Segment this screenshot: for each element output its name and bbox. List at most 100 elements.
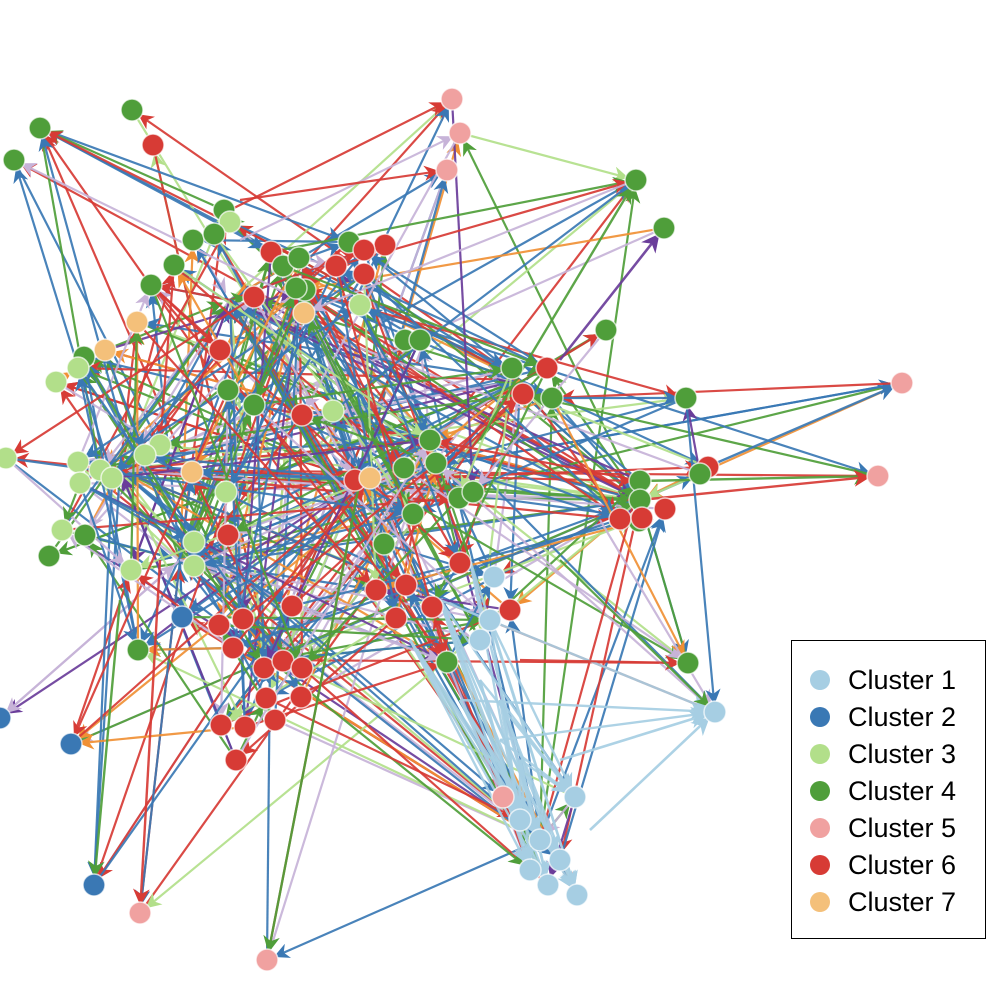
legend-item-cluster-6: Cluster 6 — [810, 850, 956, 880]
legend-dot-icon — [810, 707, 830, 727]
edge-arrow — [307, 319, 481, 641]
edge-arrow — [229, 273, 365, 486]
edge-arrow — [559, 381, 903, 405]
edge-arrow — [129, 329, 145, 651]
node-cluster-4 — [424, 451, 448, 475]
node-cluster-4 — [284, 276, 308, 300]
edge-arrow — [79, 308, 354, 484]
edge-arrow — [144, 462, 437, 647]
edges — [0, 98, 903, 961]
node-cluster-4 — [28, 116, 52, 140]
edge-arrow — [213, 233, 409, 508]
node-cluster-6 — [498, 598, 522, 622]
node-cluster-6 — [280, 594, 304, 618]
edge-arrow — [46, 131, 300, 259]
node-cluster-6 — [352, 238, 376, 262]
legend-dot-icon — [810, 892, 830, 912]
node-cluster-6 — [511, 382, 535, 406]
edge-arrow — [265, 697, 514, 818]
edge-arrow — [194, 478, 284, 662]
node-cluster-4 — [2, 148, 26, 172]
legend-item-cluster-1: Cluster 1 — [810, 665, 956, 695]
legend-dot-icon — [810, 670, 830, 690]
edge-arrow — [77, 367, 279, 655]
edge-arrow — [479, 679, 571, 792]
edge-arrow — [441, 467, 716, 713]
node-cluster-6 — [263, 708, 287, 732]
node-cluster-3 — [133, 443, 157, 467]
edge-arrow — [499, 739, 570, 793]
edge-arrow — [499, 706, 708, 742]
node-cluster-6 — [394, 573, 418, 597]
edge-arrow — [359, 105, 450, 291]
edge-arrow — [192, 295, 296, 567]
edge-arrow — [6, 479, 361, 714]
node-cluster-3 — [68, 471, 92, 495]
node-cluster-1 — [548, 848, 572, 872]
legend-label: Cluster 2 — [848, 701, 957, 732]
edge-arrow — [435, 461, 613, 520]
edge-arrow — [179, 558, 473, 642]
node-cluster-6 — [420, 595, 444, 619]
edge-arrow — [269, 185, 632, 661]
edge-arrow — [178, 247, 200, 561]
node-cluster-4 — [242, 393, 266, 417]
node-cluster-3 — [100, 466, 124, 490]
edge-arrow — [232, 483, 366, 649]
node-cluster-4 — [652, 216, 676, 240]
edge-arrow — [408, 639, 517, 814]
node-cluster-7 — [93, 338, 117, 362]
node-cluster-3 — [119, 558, 143, 582]
node-cluster-1 — [563, 785, 587, 809]
legend-label: Cluster 7 — [848, 886, 957, 917]
edge-arrow — [79, 482, 188, 539]
edge-arrow — [458, 699, 557, 854]
edge-arrow — [559, 559, 710, 707]
node-cluster-1 — [482, 565, 506, 589]
node-cluster-6 — [373, 233, 397, 257]
edge-arrow — [273, 838, 541, 958]
edge-arrow — [253, 404, 485, 615]
node-cluster-4 — [461, 480, 485, 504]
node-cluster-3 — [66, 450, 90, 474]
edge-arrow — [282, 264, 541, 367]
legend-label: Cluster 4 — [848, 775, 957, 806]
edge-arrow — [13, 167, 112, 471]
node-cluster-1 — [703, 700, 727, 724]
node-cluster-5 — [440, 87, 464, 111]
node-cluster-3 — [348, 293, 372, 317]
node-cluster-4 — [181, 228, 205, 252]
node-cluster-2 — [0, 706, 12, 730]
edge-arrow — [239, 135, 454, 241]
edge-arrow — [218, 623, 473, 647]
legend-item-cluster-4: Cluster 4 — [810, 776, 956, 806]
node-cluster-3 — [321, 399, 345, 423]
node-cluster-6 — [324, 254, 348, 278]
edge-arrow — [459, 698, 708, 720]
edge-arrow — [87, 477, 114, 878]
edge-arrow — [229, 102, 446, 211]
edge-arrow — [38, 135, 122, 421]
node-cluster-7 — [180, 460, 204, 484]
node-cluster-3 — [182, 530, 206, 554]
edge-arrow — [221, 397, 247, 728]
edge-arrow — [136, 321, 372, 585]
node-cluster-6 — [630, 506, 654, 530]
legend: Cluster 1 Cluster 2 Cluster 3 Cluster 4 … — [791, 640, 986, 939]
edge-arrow — [253, 296, 352, 474]
node-cluster-1 — [478, 608, 502, 632]
edge-arrow — [478, 186, 633, 441]
legend-label: Cluster 3 — [848, 738, 957, 769]
node-cluster-4 — [594, 318, 618, 342]
node-cluster-1 — [528, 828, 552, 852]
node-cluster-6 — [233, 715, 257, 739]
node-cluster-4 — [688, 462, 712, 486]
edge-arrow — [639, 470, 871, 502]
edge-arrow — [231, 297, 309, 649]
node-cluster-6 — [535, 356, 559, 380]
node-cluster-4 — [401, 502, 425, 526]
edge-arrow — [253, 404, 443, 657]
edge-arrow — [191, 255, 360, 473]
node-cluster-3 — [50, 518, 74, 542]
node-cluster-6 — [364, 578, 388, 602]
